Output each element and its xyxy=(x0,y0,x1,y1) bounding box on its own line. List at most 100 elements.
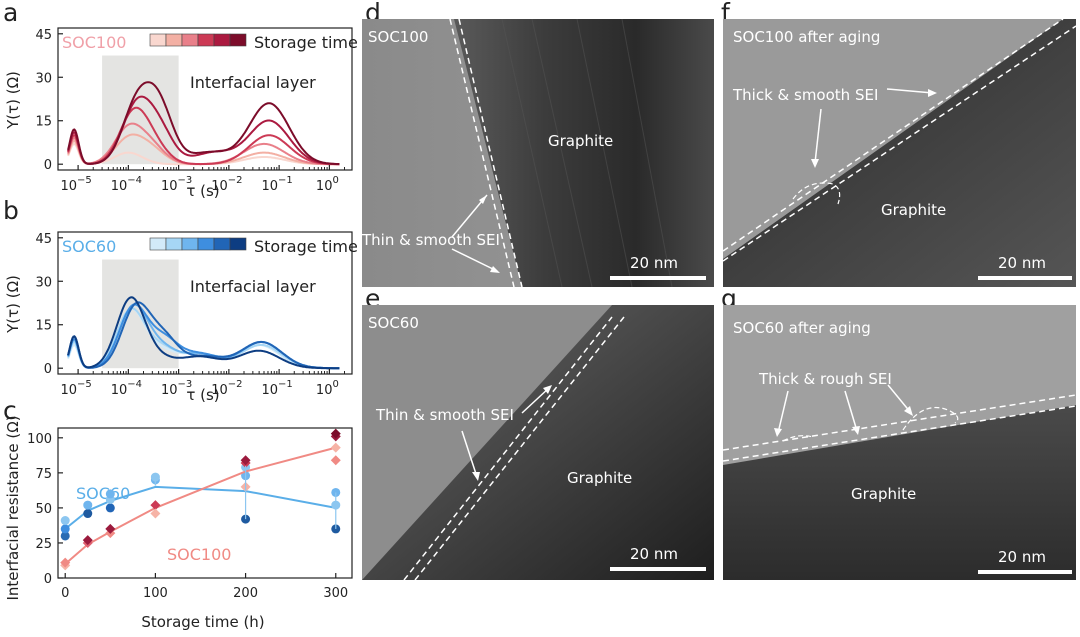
data-point xyxy=(330,442,341,453)
panel-letter-b: b xyxy=(3,196,19,225)
y-tick-label: 0 xyxy=(44,572,52,587)
legend-title: Storage time xyxy=(254,237,358,256)
sei-annotation: Thin & smooth SEI xyxy=(362,231,500,249)
data-point xyxy=(330,455,341,466)
series-label-soc100: SOC100 xyxy=(167,545,231,564)
legend-swatch xyxy=(181,237,199,251)
x-tick-exponent: 0 xyxy=(332,175,338,186)
annotation-interfacial-layer: Interfacial layer xyxy=(190,277,316,296)
drt-chart-soc100: Y(τ) (Ω) τ (s) SOC100 Storage time Inter… xyxy=(4,27,358,200)
y-tick-label: 75 xyxy=(35,467,52,482)
data-point xyxy=(60,557,71,568)
plot-frame xyxy=(57,427,353,579)
tem-label: SOC60 xyxy=(368,314,419,332)
x-tick-label: 0 xyxy=(61,586,69,601)
legend-swatch xyxy=(213,33,231,47)
y-tick-label: 30 xyxy=(35,71,52,86)
data-point xyxy=(105,523,116,534)
y-axis-label: Y(τ) (Ω) xyxy=(4,275,22,334)
y-tick-label: 50 xyxy=(35,502,52,517)
data-point xyxy=(83,500,93,510)
sei-annotation: Thick & smooth SEI xyxy=(733,86,879,104)
series-label: SOC60 xyxy=(62,237,116,256)
legend-swatch xyxy=(165,33,183,47)
tem-label: SOC100 xyxy=(368,28,429,46)
legend-swatch xyxy=(197,33,215,47)
data-point xyxy=(82,535,93,546)
x-tick-exponent: −4 xyxy=(127,379,142,390)
tem-image-e: SOC60 Graphite Thin & smooth SEI 20 nm xyxy=(362,305,714,580)
legend-swatch xyxy=(149,237,167,251)
region-label: Graphite xyxy=(548,132,614,150)
y-tick-label: 45 xyxy=(35,232,52,247)
x-tick-label: 100 xyxy=(143,586,168,601)
x-axis-label: Storage time (h) xyxy=(141,613,264,631)
legend-swatch xyxy=(165,237,183,251)
scale-bar-label: 20 nm xyxy=(630,545,678,563)
trend-line xyxy=(64,446,337,565)
tem-image-d: SOC100 Graphite Thin & smooth SEI 20 nm xyxy=(362,19,714,287)
drt-chart-soc60: Y(τ) (Ω) τ (s) SOC60 Storage time Interf… xyxy=(4,231,358,404)
x-tick-exponent: −3 xyxy=(178,175,193,186)
y-tick-label: 15 xyxy=(35,115,52,130)
region-label: Graphite xyxy=(851,485,917,503)
panel-letter-a: a xyxy=(3,0,19,27)
series-line xyxy=(67,81,340,166)
x-tick-label: 10−2 xyxy=(211,175,242,194)
x-tick-exponent: −1 xyxy=(278,379,293,390)
x-tick-exponent: −5 xyxy=(77,379,92,390)
data-point xyxy=(150,500,161,511)
y-tick-label: 15 xyxy=(35,319,52,334)
legend-swatch xyxy=(181,33,199,47)
plot-frame xyxy=(57,231,353,375)
x-tick-label: 300 xyxy=(323,586,348,601)
data-point xyxy=(330,428,341,439)
y-tick-label: 100 xyxy=(27,432,52,447)
panel-letter-f: f xyxy=(721,0,730,27)
scale-bar xyxy=(610,276,706,280)
tem-image-f: SOC100 after aging Graphite Thick & smoo… xyxy=(723,19,1076,287)
x-tick-label: 10−1 xyxy=(261,379,292,398)
x-tick-exponent: −4 xyxy=(127,175,142,186)
data-point xyxy=(60,516,70,526)
x-axis-label: τ (s) xyxy=(186,182,219,200)
x-tick-exponent: −5 xyxy=(77,175,92,186)
x-tick-label: 100 xyxy=(316,379,339,398)
x-tick-label: 10−1 xyxy=(261,175,292,194)
data-point xyxy=(105,489,115,499)
data-point xyxy=(105,503,115,513)
y-axis-label: Y(τ) (Ω) xyxy=(4,71,22,130)
plot-frame xyxy=(57,27,353,171)
x-tick-label: 10−4 xyxy=(111,379,142,398)
y-tick-label: 0 xyxy=(44,158,52,173)
data-point xyxy=(60,524,70,534)
legend-swatch xyxy=(229,33,247,47)
annotation-interfacial-layer: Interfacial layer xyxy=(190,73,316,92)
scale-bar-label: 20 nm xyxy=(998,548,1046,566)
legend-swatch xyxy=(213,237,231,251)
region-label: Graphite xyxy=(881,201,947,219)
legend-swatch xyxy=(197,237,215,251)
y-tick-label: 45 xyxy=(35,28,52,43)
tem-label: SOC60 after aging xyxy=(733,319,871,337)
series-label: SOC100 xyxy=(62,33,126,52)
x-tick-label: 10−4 xyxy=(111,175,142,194)
scale-bar xyxy=(978,276,1072,280)
data-point xyxy=(241,514,251,524)
series-line xyxy=(67,296,340,370)
scale-bar xyxy=(610,567,706,571)
x-tick-exponent: −2 xyxy=(228,379,243,390)
legend-swatch xyxy=(229,237,247,251)
series-line xyxy=(67,106,340,166)
legend-swatch xyxy=(149,33,167,47)
scale-bar-label: 20 nm xyxy=(998,254,1046,272)
tem-label: SOC100 after aging xyxy=(733,28,881,46)
x-tick-exponent: −3 xyxy=(178,379,193,390)
x-tick-label: 200 xyxy=(233,586,258,601)
sei-annotation: Thin & smooth SEI xyxy=(376,406,514,424)
scale-bar xyxy=(978,570,1072,574)
x-tick-label: 10−5 xyxy=(60,175,91,194)
sei-annotation: Thick & rough SEI xyxy=(759,370,892,388)
data-point xyxy=(60,531,70,541)
x-tick-label: 10−2 xyxy=(211,379,242,398)
